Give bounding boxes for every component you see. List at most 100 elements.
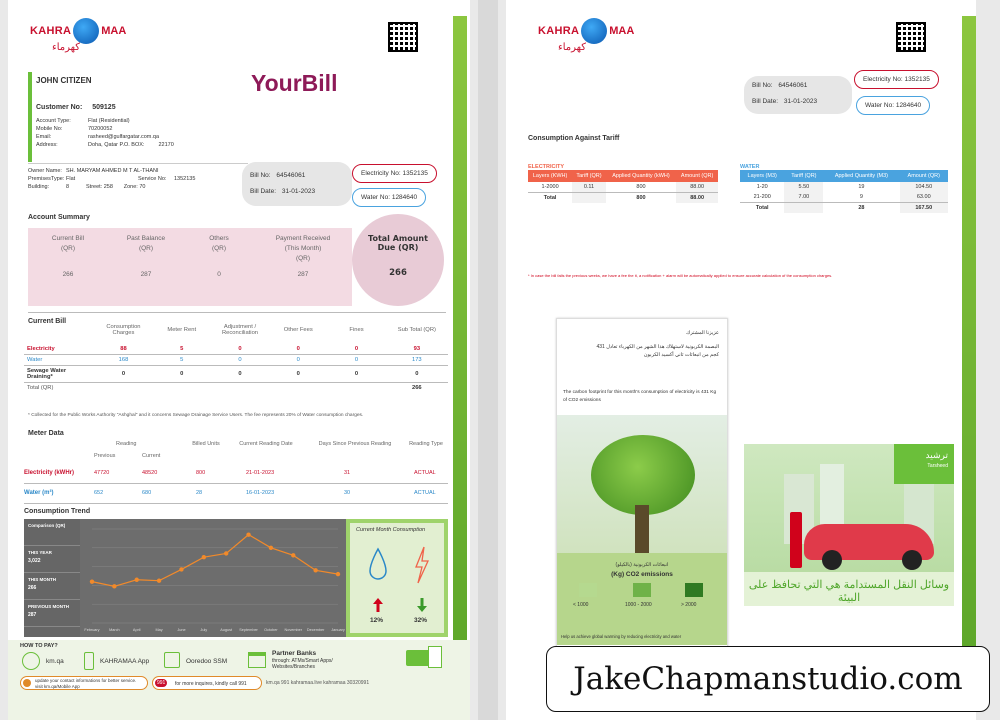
tariff-title: Consumption Against Tariff <box>528 135 620 142</box>
trend-month-label: April <box>133 628 141 632</box>
tariff-row: 1-20 5.50 19 104.50 <box>740 182 948 192</box>
tariff-total-row: Total 800 88.00 <box>528 192 718 203</box>
trend-month-label: June <box>177 628 185 632</box>
owner-details: Owner Name: SH. MARYAM AHMED M T AL-THANI… <box>28 168 196 190</box>
electricity-tariff: ELECTRICITY Layers (KWH) Tariff (QR) Appli… <box>528 164 718 203</box>
current-bill-header: Sub Total (QR) <box>397 327 436 333</box>
inquiry-pill[interactable]: 991 for more inquires, kindly call 991 <box>152 676 262 690</box>
trend-point <box>246 532 251 537</box>
trend-point <box>112 584 117 589</box>
divider <box>28 312 446 313</box>
trend-point <box>201 555 207 560</box>
sms-icon <box>164 652 180 668</box>
trend-month-label: February <box>84 628 99 632</box>
total-due-circle: Total Amount Due (QR) 266 <box>352 214 444 306</box>
bill-no: 64546061 <box>276 172 306 179</box>
account-summary-title: Account Summary <box>28 214 90 221</box>
trend-month-label: December <box>307 628 325 632</box>
electricity-no-pill: Electricity No: 1352135 <box>854 70 939 89</box>
qr-code-icon <box>896 22 926 52</box>
water-no-pill: Water No: 1284640 <box>352 188 427 207</box>
trend-month-label: August <box>220 628 233 632</box>
trend-point <box>134 577 139 582</box>
current-bill-header: Other Fees <box>283 327 313 333</box>
elec-pct: 32% <box>414 617 428 624</box>
trend-legend: Comparison (QR) THIS YEAR 3,022 THIS MONTH 2… <box>24 519 80 637</box>
tariff-note: * In case the bill falls the previous we… <box>528 273 833 278</box>
water-pct: 12% <box>370 617 384 624</box>
bill-page-1: KAHRA MAA كهرماء JOHN CITIZEN YourBill C… <box>8 0 470 720</box>
summary-col: Past Balance (QR) 287 <box>108 234 184 280</box>
summary-value: 0 <box>217 271 221 278</box>
logo-arabic: كهرماء <box>52 42 80 53</box>
trend-month-label: July <box>200 628 207 632</box>
phone-icon <box>84 652 94 670</box>
tariff-row: 1-2000 0.11 800 88.00 <box>528 182 718 193</box>
trend-month-label: September <box>239 628 258 632</box>
tariff-total-row: Total 28 167.50 <box>740 202 948 213</box>
customer-name: JOHN CITIZEN <box>36 76 92 85</box>
total-due-value: 266 <box>389 268 407 278</box>
logo-arabic: كهرماء <box>558 42 586 53</box>
trend-month-label: January <box>331 628 345 632</box>
trend-legend-item: Comparison (QR) <box>24 519 80 546</box>
current-bill-header: Adjustment / Reconciliation <box>221 324 259 336</box>
ev-charger-icon <box>790 512 802 568</box>
green-side-bar <box>962 16 976 646</box>
tarsheed-badge: ترشيد Tarsheed <box>894 444 954 484</box>
account-badge-icon <box>406 650 434 666</box>
pay-option-app[interactable]: KAHRAMAA App <box>100 658 150 665</box>
customer-no-row: Customer No: 509125 <box>36 104 116 111</box>
trend-point <box>179 567 184 572</box>
pay-option-ooredoo[interactable]: Ooredoo SSM <box>186 658 228 665</box>
consumption-trend-title: Consumption Trend <box>24 508 91 515</box>
current-bill-header: Meter Rent <box>167 327 197 333</box>
summary-col: Current Bill (QR) 266 <box>28 234 108 280</box>
carbon-footprint-ad: عزيزنا المشترك البصمة الكربونية لاستهلاك… <box>556 318 728 648</box>
trend-point <box>313 568 318 573</box>
total-value: 266 <box>411 385 422 391</box>
summary-value: 287 <box>140 271 152 278</box>
lightning-icon <box>415 546 430 584</box>
trend-point <box>223 551 229 556</box>
current-bill-row: Sewage Water Draining* 0 0 0 0 0 0 <box>24 365 448 383</box>
electricity-no-pill: Electricity No: 1352135 <box>352 164 437 183</box>
trend-point <box>291 553 296 558</box>
globe-icon <box>581 18 608 44</box>
current-bill-table: Consumption Charges Meter Rent Adjustment … <box>24 322 448 338</box>
water-no-pill: Water No: 1284640 <box>856 96 931 115</box>
trend-point <box>335 571 341 577</box>
trend-series-line <box>91 533 339 587</box>
social-links: km.qa 991 kahramaa.live kahramaa 3032099… <box>266 680 370 686</box>
meter-rows: Electricity (kWHr) 47720 48520 800 21-01-202… <box>24 464 448 504</box>
green-side-bar <box>453 16 467 656</box>
green-accent-line <box>28 72 32 162</box>
bank-icon <box>248 652 266 668</box>
logo-text-right: MAA <box>101 25 127 37</box>
water-tariff: WATER Layers (M3) Tariff (QR) Applied Quan… <box>740 164 948 213</box>
tariff-header-row: Layers (KWH) Tariff (QR) Applied Quantity … <box>528 170 718 182</box>
current-bill-header: Consumption Charges <box>106 324 141 336</box>
meter-row: Water (m³) 652 680 28 16-01-2023 30 ACTUAL <box>24 484 448 504</box>
partner-banks: Partner Banks <box>272 650 317 657</box>
trend-month-label: March <box>109 628 120 632</box>
tariff-header-row: Layers (M3) Tariff (QR) Applied Quantity (… <box>740 170 948 182</box>
customer-no: 509125 <box>92 104 116 111</box>
page-gap <box>478 0 498 720</box>
pay-option-web[interactable]: km.qa <box>46 658 64 665</box>
trend-legend-item: PREVIOUS MONTH 287 <box>24 600 80 627</box>
trend-point <box>89 579 95 584</box>
tree-illustration: انبعاثات الكربونية (بالكيلو) (Kg) CO2 em… <box>557 415 727 645</box>
trend-month-label: May <box>155 628 162 632</box>
meter-row: Electricity (kWHr) 47720 48520 800 21-01-202… <box>24 464 448 484</box>
summary-columns: Current Bill (QR) 266 Past Balance (QR) 287 Ot… <box>28 234 352 280</box>
qr-code-icon <box>388 22 418 52</box>
arrow-down-icon <box>417 598 427 612</box>
how-to-pay-title: HOW TO PAY? <box>20 643 58 649</box>
trend-line-chart: February March April May June July August Septe… <box>80 519 346 637</box>
update-info-pill[interactable]: update your contact informations for bet… <box>20 676 148 690</box>
bill-page-2: KAHRA MAA كهرماء Bill No: 64546061 Bill … <box>506 0 976 720</box>
sewage-footnote: * Collected for the Public Works Authori… <box>28 413 364 418</box>
current-bill-total-row: Total (QR) 266 <box>24 383 448 394</box>
qr-pay-icon <box>428 646 442 668</box>
